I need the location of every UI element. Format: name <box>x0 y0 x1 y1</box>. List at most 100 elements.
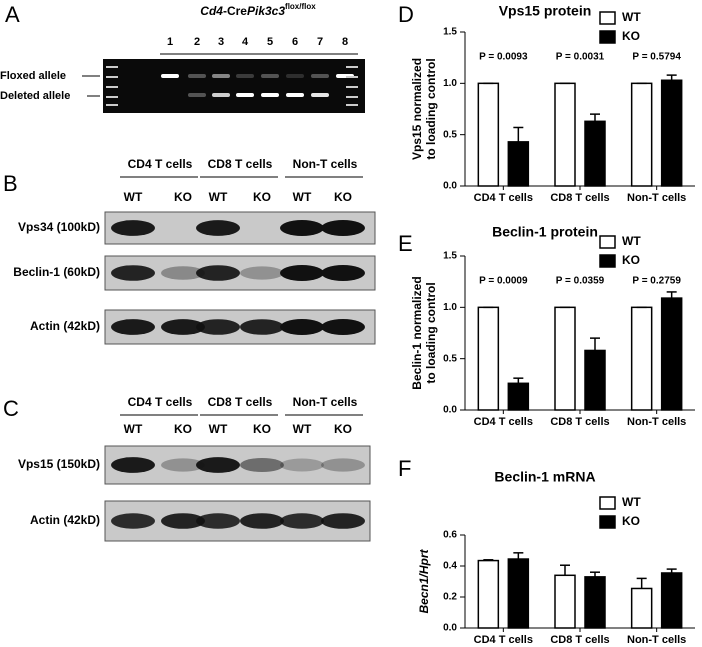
error-bar <box>513 126 524 142</box>
lane-number: 3 <box>218 36 224 48</box>
bar <box>554 82 576 187</box>
band <box>321 265 365 281</box>
gene2: Pik3c3 <box>247 4 285 18</box>
group-label: Non-T cells <box>293 157 358 171</box>
bar <box>630 82 653 187</box>
band <box>161 458 205 472</box>
band <box>286 93 304 97</box>
bar <box>507 382 530 411</box>
band <box>161 513 205 529</box>
allele-label: Floxed allele <box>0 70 66 82</box>
ladder <box>346 66 358 68</box>
legend-label: KO <box>622 253 640 267</box>
error-bar <box>590 571 600 577</box>
ladder <box>106 96 118 98</box>
lane-label: WT <box>124 190 143 204</box>
band <box>236 74 254 78</box>
y-tick-label: 1.5 <box>443 27 457 38</box>
bar <box>660 297 683 411</box>
error-bar <box>513 552 524 560</box>
bar <box>584 576 606 629</box>
band <box>111 457 155 473</box>
band <box>161 266 205 280</box>
bar <box>584 349 606 411</box>
error-bar <box>666 568 677 573</box>
bar <box>554 574 576 629</box>
ladder <box>346 76 358 78</box>
x-tick-label: CD4 T cells <box>474 416 533 428</box>
band <box>311 93 329 97</box>
y-axis-label: to loading control <box>424 282 438 383</box>
legend-label: WT <box>622 10 641 24</box>
legend-swatch <box>599 254 616 268</box>
band <box>280 265 324 281</box>
band <box>161 74 179 78</box>
band <box>280 513 324 529</box>
error-bar <box>590 113 600 122</box>
lane-label: WT <box>293 190 312 204</box>
band <box>280 458 324 472</box>
band <box>311 74 329 78</box>
chart-title: Beclin-1 protein <box>492 224 598 240</box>
band <box>111 220 155 236</box>
panel-letter: E <box>398 231 413 256</box>
y-axis-label: Vps15 normalized <box>410 58 424 160</box>
allele-label: Deleted allele <box>0 90 70 102</box>
annotation: P = 0.2759 <box>632 276 681 287</box>
band <box>240 266 284 280</box>
group-label: CD4 T cells <box>128 157 193 171</box>
row-label: Vps34 (100kD) <box>18 220 100 234</box>
band <box>261 93 279 97</box>
legend-label: WT <box>622 234 641 248</box>
x-tick-label: CD8 T cells <box>550 634 609 646</box>
legend-label: KO <box>622 514 640 528</box>
lane-number: 5 <box>267 36 273 48</box>
y-tick-label: 0.4 <box>443 561 457 572</box>
panel-letter: A <box>5 2 20 27</box>
lane-label: WT <box>293 422 312 436</box>
lane-number: 4 <box>242 36 249 48</box>
error-bar <box>513 377 524 384</box>
x-tick-label: CD4 T cells <box>474 634 533 646</box>
band <box>240 319 284 335</box>
bar <box>630 587 653 629</box>
band <box>196 513 240 529</box>
annotation: P = 0.0031 <box>556 52 605 63</box>
legend-label: KO <box>622 29 640 43</box>
y-axis-label: Becn1/Hprt <box>417 548 431 613</box>
lane-number: 6 <box>292 36 298 48</box>
y-tick-label: 1.0 <box>443 78 457 89</box>
gene: Cd4 <box>200 4 223 18</box>
band <box>286 74 304 78</box>
group-label: Non-T cells <box>293 395 358 409</box>
lane-number: 8 <box>342 36 348 48</box>
bar <box>477 82 500 187</box>
lane-label: WT <box>124 422 143 436</box>
band <box>111 265 155 281</box>
x-tick-label: Non-T cells <box>627 416 686 428</box>
lane-number: 7 <box>317 36 323 48</box>
row-label: Vps15 (150kD) <box>18 457 100 471</box>
band <box>280 319 324 335</box>
annotation: P = 0.0359 <box>556 276 605 287</box>
legend-swatch <box>599 496 616 510</box>
lane-number: 1 <box>167 36 173 48</box>
legend-swatch <box>599 30 616 44</box>
error-bar <box>666 291 677 299</box>
group-label: CD8 T cells <box>208 157 273 171</box>
chart-title: Vps15 protein <box>499 3 592 19</box>
band <box>111 319 155 335</box>
y-tick-label: 1.0 <box>443 302 457 313</box>
band <box>196 319 240 335</box>
y-axis-label: to loading control <box>424 58 438 159</box>
row-label: Actin (42kD) <box>30 513 100 527</box>
y-tick-label: 0.2 <box>443 592 457 603</box>
x-tick-label: CD8 T cells <box>550 416 609 428</box>
panel-letter: C <box>3 396 19 421</box>
error-bar <box>483 559 494 561</box>
band <box>321 319 365 335</box>
band <box>236 93 254 97</box>
annotation: P = 0.5794 <box>632 52 681 63</box>
